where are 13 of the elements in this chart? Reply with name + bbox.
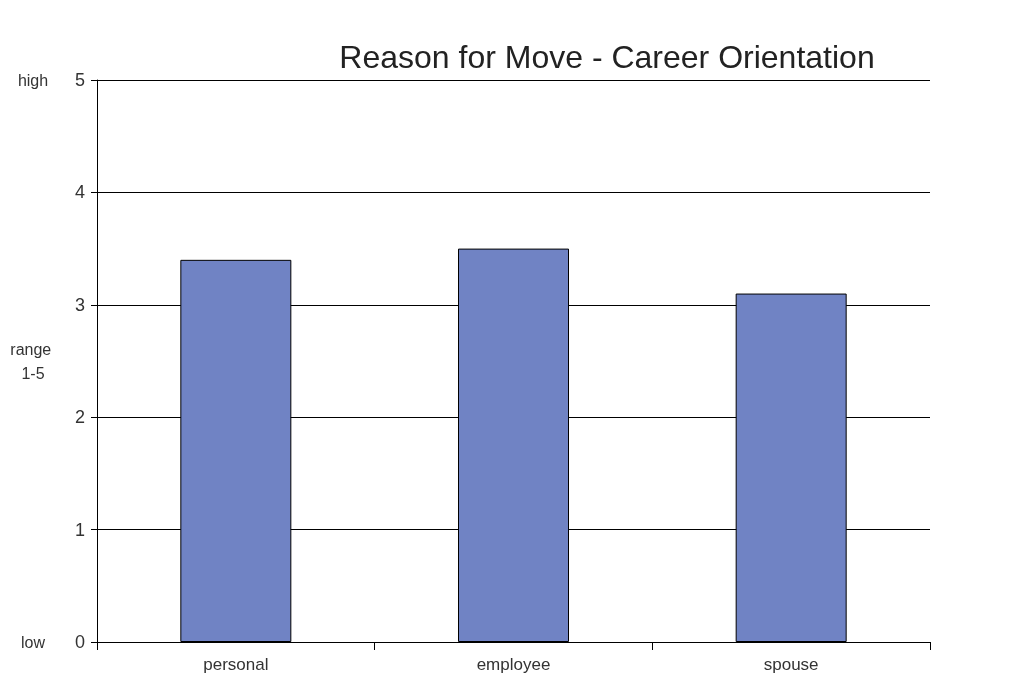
x-tick-label: personal	[203, 655, 269, 674]
y-axis-title: range 1-5	[10, 340, 56, 382]
text: low	[20, 633, 46, 651]
x-tick-label: spouse	[763, 655, 819, 674]
y-tick-label: 2	[74, 407, 85, 428]
y-tick-label: 5	[74, 70, 85, 90]
y-tick-label: 3	[74, 294, 85, 315]
x-tick-label: employee	[476, 655, 551, 674]
chart-title: Reason for Move - Career Orientation	[339, 39, 875, 75]
y-tick-label: 1	[74, 519, 85, 540]
y-tick-label: 0	[74, 632, 85, 652]
text: high	[17, 71, 49, 89]
y-tick-label: 4	[74, 182, 85, 203]
